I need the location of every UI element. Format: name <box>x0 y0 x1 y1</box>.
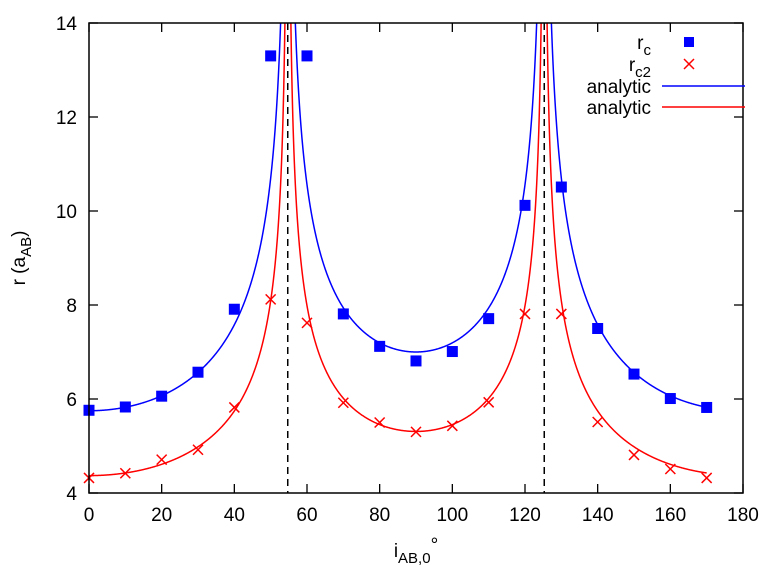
y-tick-label: 6 <box>66 390 77 411</box>
axis-ticks: 0 20 40 60 80 100 120 140 160 180 4 6 8 10 12 14 <box>56 14 759 526</box>
data-points <box>83 50 713 484</box>
x-marker <box>555 308 567 320</box>
x-marker <box>592 416 604 428</box>
x-tick-label: 60 <box>296 505 317 526</box>
plot-frame <box>88 22 744 494</box>
y-tick-label: 8 <box>66 296 77 317</box>
legend-label: rc <box>637 33 651 59</box>
x-marker <box>337 397 349 409</box>
x-tick-label: 100 <box>436 505 468 526</box>
square-marker <box>119 401 131 413</box>
square-marker <box>519 199 531 211</box>
legend-x-marker <box>683 58 695 70</box>
x-tick-label: 120 <box>509 505 541 526</box>
analytic-curve-blue <box>550 23 707 408</box>
x-marker <box>156 454 168 466</box>
y-tick-label: 10 <box>56 202 77 223</box>
square-marker <box>592 323 604 334</box>
analytic-curve-red <box>290 23 542 433</box>
square-marker <box>446 346 458 358</box>
analytic-curves <box>89 23 707 477</box>
analytic-curve-blue <box>89 23 282 412</box>
square-marker <box>301 50 313 62</box>
y-tick-label: 12 <box>56 108 77 129</box>
x-axis-label: iAB,0° <box>394 535 438 567</box>
square-marker <box>410 355 422 367</box>
x-tick-label: 140 <box>582 505 614 526</box>
x-marker <box>265 293 277 305</box>
x-tick-label: 20 <box>151 505 172 526</box>
x-marker <box>701 472 713 484</box>
square-marker <box>664 393 676 405</box>
x-marker <box>301 317 313 329</box>
x-marker <box>410 426 422 438</box>
square-marker <box>374 340 386 352</box>
x-marker <box>119 467 131 479</box>
legend-square-marker <box>684 37 694 47</box>
y-tick-label: 14 <box>56 14 78 35</box>
x-marker <box>228 401 240 413</box>
analytic-curve-red <box>546 23 707 474</box>
analytic-curve-blue <box>294 23 538 353</box>
x-marker <box>519 308 531 320</box>
x-marker <box>446 420 458 432</box>
analytic-curve-red <box>89 23 286 477</box>
square-marker <box>337 308 349 320</box>
x-tick-label: 40 <box>224 505 245 526</box>
y-tick-label: 4 <box>66 484 77 505</box>
x-marker <box>192 444 204 456</box>
x-tick-label: 0 <box>84 505 95 526</box>
x-marker <box>628 449 640 461</box>
axis-labels: iAB,0° r (aAB) <box>9 231 438 567</box>
y-axis-label: r (aAB) <box>9 231 35 286</box>
legend-label: analytic <box>587 77 651 98</box>
x-marker <box>483 396 495 408</box>
magic-angle-lines <box>286 23 546 493</box>
square-marker <box>156 390 168 402</box>
square-marker <box>228 303 240 315</box>
square-marker <box>628 368 640 380</box>
x-marker <box>664 463 676 475</box>
x-tick-label: 180 <box>727 505 759 526</box>
x-tick-label: 80 <box>369 505 390 526</box>
x-marker <box>374 416 386 429</box>
x-tick-label: 160 <box>654 505 686 526</box>
square-marker <box>192 366 204 378</box>
square-marker <box>555 181 567 193</box>
plot-border <box>88 22 744 494</box>
legend-label: analytic <box>587 98 651 119</box>
square-marker <box>265 50 277 62</box>
legend-label: rc2 <box>629 55 651 81</box>
square-marker <box>483 313 495 325</box>
square-marker <box>701 401 713 413</box>
